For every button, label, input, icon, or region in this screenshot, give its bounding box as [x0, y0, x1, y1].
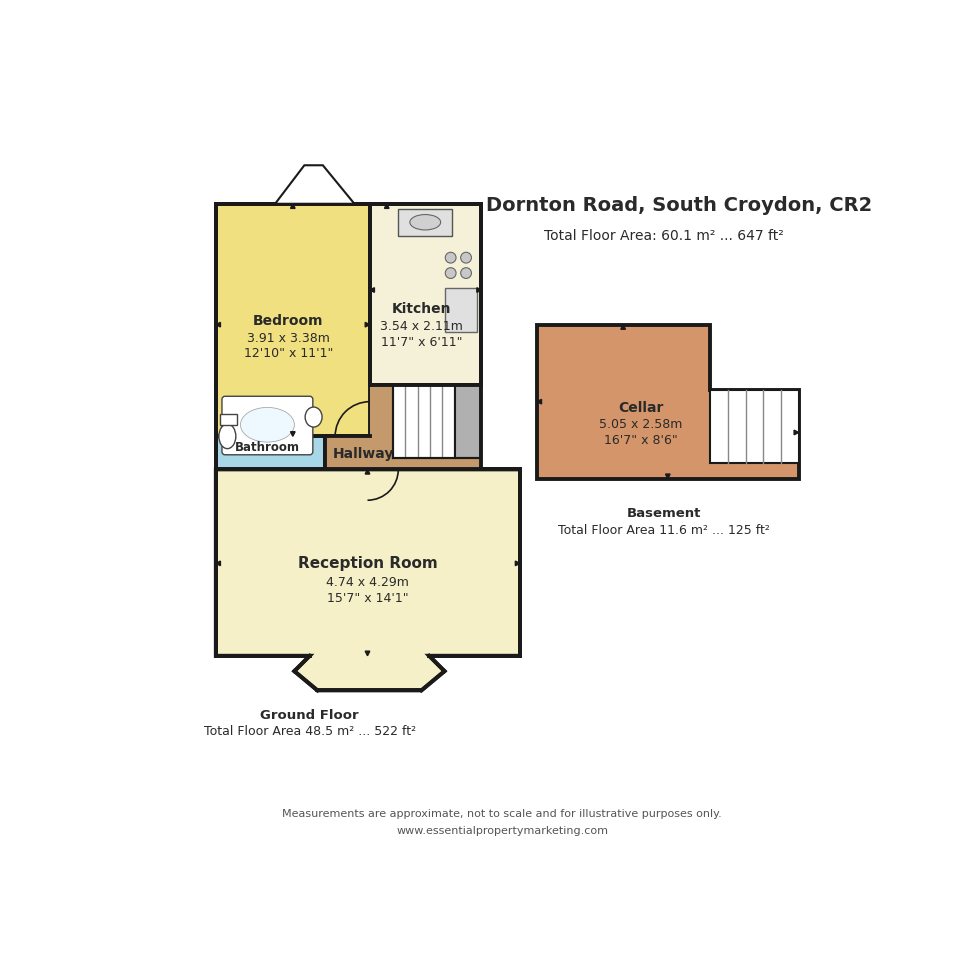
Polygon shape	[216, 203, 369, 436]
Text: 5.05 x 2.58m: 5.05 x 2.58m	[599, 418, 682, 431]
Ellipse shape	[410, 215, 441, 230]
Polygon shape	[366, 322, 369, 327]
Polygon shape	[369, 203, 481, 384]
Polygon shape	[216, 322, 220, 327]
Text: 3.54 x 2.11m: 3.54 x 2.11m	[380, 320, 463, 334]
Polygon shape	[290, 432, 295, 436]
Polygon shape	[621, 325, 625, 329]
Text: 4.74 x 4.29m: 4.74 x 4.29m	[326, 576, 409, 589]
Text: Total Floor Area: 60.1 m² ... 647 ft²: Total Floor Area: 60.1 m² ... 647 ft²	[544, 229, 784, 243]
Text: Reception Room: Reception Room	[298, 556, 437, 571]
Polygon shape	[794, 430, 799, 435]
Polygon shape	[366, 469, 369, 474]
Text: 3.91 x 3.38m: 3.91 x 3.38m	[247, 332, 329, 345]
Polygon shape	[665, 474, 670, 479]
Text: Ground Floor: Ground Floor	[261, 709, 359, 722]
Circle shape	[461, 268, 471, 278]
Ellipse shape	[305, 407, 322, 427]
FancyBboxPatch shape	[222, 396, 313, 454]
Polygon shape	[515, 561, 520, 565]
Polygon shape	[369, 288, 374, 292]
Polygon shape	[216, 469, 520, 691]
Text: 11'7" x 6'11": 11'7" x 6'11"	[380, 336, 463, 349]
Text: Hallway: Hallway	[333, 447, 394, 461]
Text: 15'7" x 14'1": 15'7" x 14'1"	[326, 592, 409, 604]
Text: Total Floor Area 48.5 m² ... 522 ft²: Total Floor Area 48.5 m² ... 522 ft²	[204, 725, 416, 738]
Text: Bedroom: Bedroom	[253, 314, 323, 328]
Text: Measurements are approximate, not to scale and for illustrative purposes only.: Measurements are approximate, not to sca…	[282, 809, 722, 818]
Polygon shape	[477, 288, 481, 292]
Text: Cellar: Cellar	[618, 401, 663, 414]
Polygon shape	[216, 561, 220, 565]
Polygon shape	[275, 165, 355, 203]
Polygon shape	[537, 399, 542, 404]
Text: Bathroom: Bathroom	[235, 442, 300, 454]
Polygon shape	[393, 384, 455, 458]
Bar	[445, 288, 477, 332]
Text: www.essentialpropertymarketing.com: www.essentialpropertymarketing.com	[396, 825, 609, 836]
Text: 12'10" x 11'1": 12'10" x 11'1"	[243, 347, 333, 360]
Text: Basement: Basement	[627, 507, 701, 520]
Polygon shape	[325, 384, 520, 469]
Circle shape	[445, 268, 456, 278]
Ellipse shape	[240, 408, 294, 442]
Polygon shape	[537, 325, 799, 479]
Polygon shape	[366, 651, 369, 656]
Circle shape	[445, 252, 456, 263]
Circle shape	[461, 252, 471, 263]
Polygon shape	[384, 203, 389, 208]
Bar	[220, 414, 236, 425]
Text: Kitchen: Kitchen	[392, 303, 451, 316]
Polygon shape	[398, 209, 452, 236]
Polygon shape	[216, 436, 325, 469]
Text: Total Floor Area 11.6 m² ... 125 ft²: Total Floor Area 11.6 m² ... 125 ft²	[558, 523, 770, 537]
Ellipse shape	[219, 424, 236, 449]
Polygon shape	[455, 384, 481, 458]
Polygon shape	[710, 390, 799, 463]
Text: 16'7" x 8'6": 16'7" x 8'6"	[604, 434, 678, 447]
Polygon shape	[290, 203, 295, 208]
Text: Dornton Road, South Croydon, CR2: Dornton Road, South Croydon, CR2	[486, 196, 872, 215]
